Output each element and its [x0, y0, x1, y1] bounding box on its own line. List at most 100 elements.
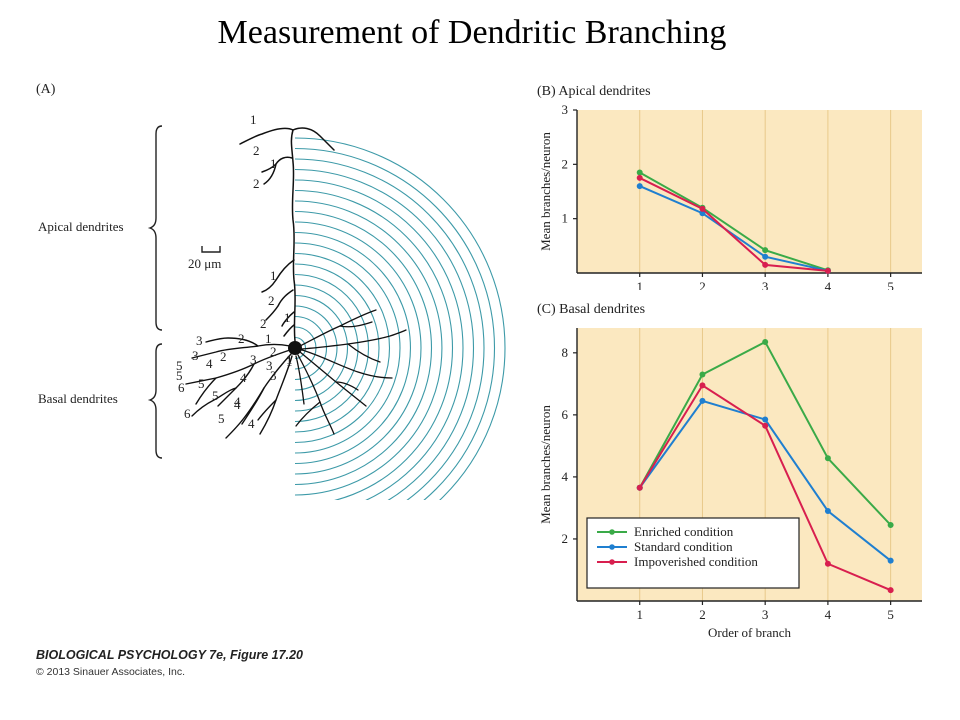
branch-number: 5: [218, 411, 225, 426]
branch-number: 5: [176, 368, 183, 383]
measurement-ring: [294, 263, 380, 433]
chart-title: (C) Basal dendrites: [537, 302, 645, 317]
branch-number: 2: [253, 143, 260, 158]
y-tick-label: 1: [562, 211, 569, 226]
branch-number: 1: [250, 112, 257, 127]
chart-apical: 1 2 3 1 2 3 4 5 (B) Apical dendrites Mean branche…: [537, 84, 922, 290]
data-point: [887, 557, 894, 564]
basal-bracket: [147, 343, 163, 459]
branch-number: 4: [248, 416, 255, 431]
x-tick-label: 4: [825, 279, 832, 290]
data-point: [636, 174, 643, 181]
branch-number: 5: [212, 388, 219, 403]
measurement-ring: [294, 137, 506, 500]
y-tick-label: 6: [562, 407, 569, 422]
measurement-ring: [294, 158, 485, 500]
branch-number: 1: [270, 156, 277, 171]
data-point: [762, 422, 769, 429]
branch-number: 3: [270, 368, 277, 383]
x-tick-label: 2: [699, 607, 706, 622]
apical-bracket: [147, 125, 163, 331]
branch-number: 1: [286, 354, 293, 369]
x-tick-label: 3: [762, 279, 769, 290]
branch-number: 4: [234, 394, 241, 409]
legend-marker: [609, 529, 615, 535]
basal-dendrites-label: Basal dendrites: [38, 391, 118, 406]
measurement-ring: [294, 284, 359, 412]
branch-number: 1: [265, 331, 272, 346]
y-tick-label: 2: [562, 156, 569, 171]
branch-number: 6: [178, 380, 185, 395]
measurement-ring: [294, 273, 369, 423]
branch-number: 4: [240, 370, 247, 385]
x-tick-label: 4: [825, 607, 832, 622]
series-line: [639, 171, 829, 272]
data-point: [887, 521, 894, 528]
branch-number: 2: [260, 316, 267, 331]
legend-label: Impoverished condition: [634, 554, 758, 569]
branch-number: 5: [176, 358, 183, 373]
x-axis-label: Order of branch: [708, 625, 792, 640]
measurement-ring: [294, 189, 454, 500]
legend-marker: [609, 559, 615, 565]
data-point: [824, 508, 831, 515]
measurement-ring: [294, 200, 443, 496]
x-tick-label: 1: [636, 607, 643, 622]
data-point: [699, 210, 706, 217]
data-point: [762, 247, 769, 254]
branch-number: 3: [250, 352, 257, 367]
data-point: [824, 455, 831, 462]
y-tick-label: 3: [562, 102, 569, 117]
copyright: © 2013 Sinauer Associates, Inc.: [36, 666, 185, 678]
data-point: [824, 267, 831, 274]
legend-marker: [609, 544, 615, 550]
branch-number: 1: [284, 310, 291, 325]
plot-background: [577, 110, 922, 273]
branch-number: 3: [196, 333, 203, 348]
data-point: [636, 183, 643, 190]
x-tick-label: 1: [636, 279, 643, 290]
legend-label: Enriched condition: [634, 524, 734, 539]
neuron-diagram: [147, 125, 506, 500]
figure-credit: BIOLOGICAL PSYCHOLOGY 7e, Figure 17.20: [36, 648, 303, 662]
measurement-ring: [294, 168, 474, 500]
measurement-ring: [294, 210, 432, 486]
measurement-rings: [294, 137, 506, 500]
panel-a-label: (A): [36, 82, 56, 97]
series-line: [639, 177, 829, 272]
legend-box: [586, 517, 800, 589]
data-point: [636, 484, 643, 491]
branch-number: 4: [206, 356, 213, 371]
measurement-ring: [294, 336, 306, 360]
basal-dendrites: [185, 337, 293, 439]
branch-number: 6: [184, 406, 191, 421]
y-tick-label: 2: [562, 531, 569, 546]
apical-dendrites-label: Apical dendrites: [38, 219, 124, 234]
y-tick-label: 8: [562, 345, 569, 360]
branch-number: 2: [268, 293, 275, 308]
data-point: [636, 169, 643, 176]
measurement-ring: [294, 147, 496, 500]
basal-dendrites-right: [295, 309, 407, 435]
data-point: [699, 397, 706, 404]
data-point: [699, 205, 706, 212]
data-point: [699, 371, 706, 378]
branch-number: 1: [270, 268, 277, 283]
y-axis-label: Mean branches/neuron: [538, 132, 553, 251]
legend-label: Standard condition: [634, 539, 733, 554]
y-tick-label: 4: [562, 469, 569, 484]
scale-bar: [201, 246, 221, 253]
branch-number: 5: [198, 376, 205, 391]
branch-number: 2: [238, 331, 245, 346]
data-point: [699, 382, 706, 389]
series-line: [639, 185, 829, 272]
branch-number: 3: [192, 348, 199, 363]
data-point: [762, 253, 769, 260]
chart-title: (B) Apical dendrites: [537, 84, 651, 99]
page-title: Measurement of Dendritic Branching: [217, 14, 727, 51]
chart-basal: 2 4 6 8 1 2 3 4 5 (C) Basal dendrites Mean branche…: [537, 302, 922, 640]
data-point: [887, 587, 894, 594]
branch-number: 3: [266, 358, 273, 373]
y-axis-label: Mean branches/neuron: [538, 405, 553, 524]
branch-number: 1: [286, 352, 293, 367]
